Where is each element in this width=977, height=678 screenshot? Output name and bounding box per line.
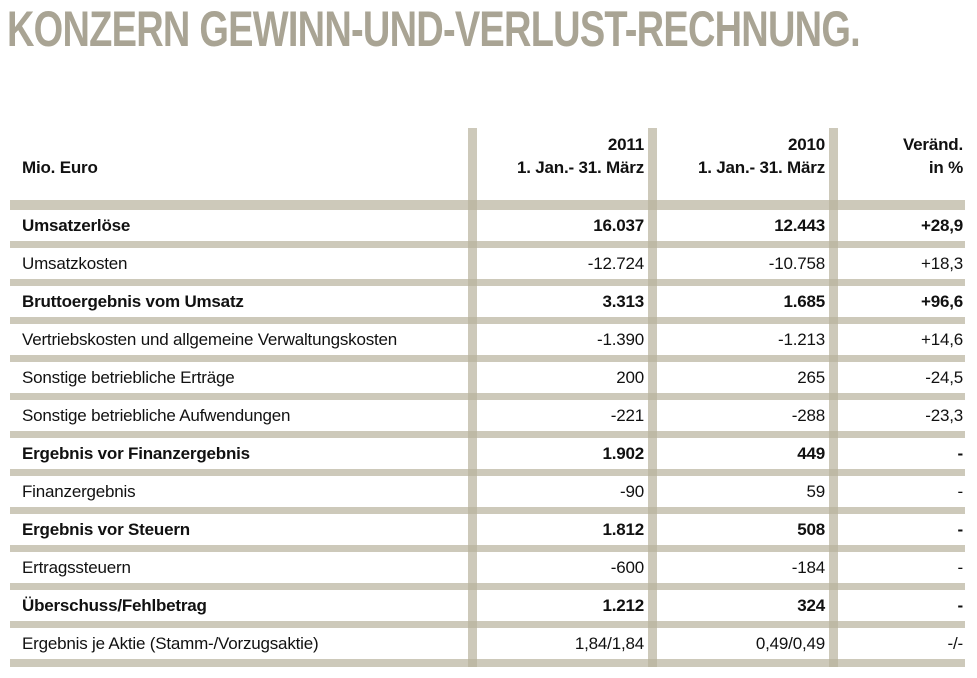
value-change: - [957,557,964,577]
column-period: in % [928,158,963,177]
row-divider [10,431,965,438]
value-change: - [957,519,964,539]
value-2011: 200 [616,367,644,387]
column-header-2011: 2011 1. Jan.- 31. März [477,128,648,200]
column-header-change: Veränd. in % [838,128,965,200]
row-label: Überschuss/Fehlbetrag [22,595,207,615]
table-row: Vertriebskosten und allgemeine Verwaltun… [10,324,965,355]
table-row: Überschuss/Fehlbetrag 1.212 324 - [10,590,965,621]
value-2011: 3.313 [602,291,644,311]
value-2011: 1.812 [602,519,644,539]
value-change: -/- [947,633,964,653]
row-divider [10,469,965,476]
value-2011: -221 [610,405,644,425]
unit-label: Mio. Euro [22,158,98,177]
row-label: Umsatzerlöse [22,215,131,235]
row-label: Sonstige betriebliche Aufwendungen [22,405,291,425]
value-2010: -10.758 [768,253,825,273]
value-change: +96,6 [920,291,963,311]
row-divider [10,355,965,362]
row-divider [10,393,965,400]
column-header-2010: 2010 1. Jan.- 31. März [657,128,829,200]
row-divider [10,507,965,514]
table-row: Finanzergebnis -90 59 - [10,476,965,507]
row-label: Sonstige betriebliche Erträge [22,367,235,387]
value-2010: 59 [806,481,825,501]
value-2011: -12.724 [587,253,644,273]
row-divider [10,317,965,324]
row-label: Ergebnis vor Finanzergebnis [22,443,250,463]
value-2011: -600 [610,557,644,577]
row-label: Bruttoergebnis vom Umsatz [22,291,244,311]
column-period: 1. Jan.- 31. März [698,158,825,177]
row-divider [10,621,965,628]
row-divider [10,241,965,248]
value-change: - [957,443,964,463]
row-label: Vertriebskosten und allgemeine Verwaltun… [22,329,398,349]
table-row: Ertragssteuern -600 -184 - [10,552,965,583]
row-label: Ergebnis je Aktie (Stamm-/Vorzugsaktie) [22,633,319,653]
value-change: +28,9 [920,215,963,235]
value-2010: 265 [797,367,825,387]
table-row: Umsatzkosten -12.724 -10.758 +18,3 [10,248,965,279]
value-2011: 16.037 [593,215,644,235]
column-year: 2011 [607,135,644,154]
value-change: - [957,481,964,501]
column-divider [829,128,838,667]
column-divider [648,128,657,667]
value-2010: 1.685 [783,291,825,311]
row-label: Ertragssteuern [22,557,131,577]
column-year: 2010 [787,135,825,154]
row-label: Finanzergebnis [22,481,136,501]
value-2011: 1.212 [602,595,644,615]
value-2010: 0,49/0,49 [755,633,825,653]
value-change: - [957,595,964,615]
row-divider [10,279,965,286]
table-header-row: Mio. Euro 2011 1. Jan.- 31. März 2010 1.… [10,128,965,200]
value-2011: -1.390 [596,329,644,349]
value-2011: 1,84/1,84 [574,633,644,653]
value-2011: -90 [620,481,644,501]
row-label: Ergebnis vor Steuern [22,519,190,539]
column-year: Veränd. [902,135,963,154]
column-period: 1. Jan.- 31. März [517,158,644,177]
table-row: Ergebnis je Aktie (Stamm-/Vorzugsaktie) … [10,628,965,659]
table-row: Umsatzerlöse 16.037 12.443 +28,9 [10,210,965,241]
table-row: Sonstige betriebliche Aufwendungen -221 … [10,400,965,431]
table-row: Ergebnis vor Steuern 1.812 508 - [10,514,965,545]
value-2010: 449 [797,443,825,463]
value-change: -23,3 [925,405,963,425]
row-divider [10,545,965,552]
table-row: Sonstige betriebliche Erträge 200 265 -2… [10,362,965,393]
row-divider [10,583,965,590]
header-divider [10,200,965,210]
value-2011: 1.902 [602,443,644,463]
table-bottom-border [10,659,965,667]
value-2010: 324 [797,595,825,615]
value-change: +18,3 [920,253,963,273]
value-2010: 508 [797,519,825,539]
table-body: Umsatzerlöse 16.037 12.443 +28,9 Umsatzk… [10,210,965,667]
value-2010: -184 [791,557,825,577]
pnl-table: Mio. Euro 2011 1. Jan.- 31. März 2010 1.… [10,128,965,667]
table-row: Bruttoergebnis vom Umsatz 3.313 1.685 +9… [10,286,965,317]
value-change: +14,6 [920,329,963,349]
value-change: -24,5 [925,367,963,387]
page-title: KONZERN GEWINN-UND-VERLUST-RECHNUNG. [7,1,861,57]
value-2010: 12.443 [774,215,825,235]
column-divider [468,128,477,667]
value-2010: -1.213 [777,329,825,349]
table-row: Ergebnis vor Finanzergebnis 1.902 449 - [10,438,965,469]
value-2010: -288 [791,405,825,425]
row-label: Umsatzkosten [22,253,128,273]
